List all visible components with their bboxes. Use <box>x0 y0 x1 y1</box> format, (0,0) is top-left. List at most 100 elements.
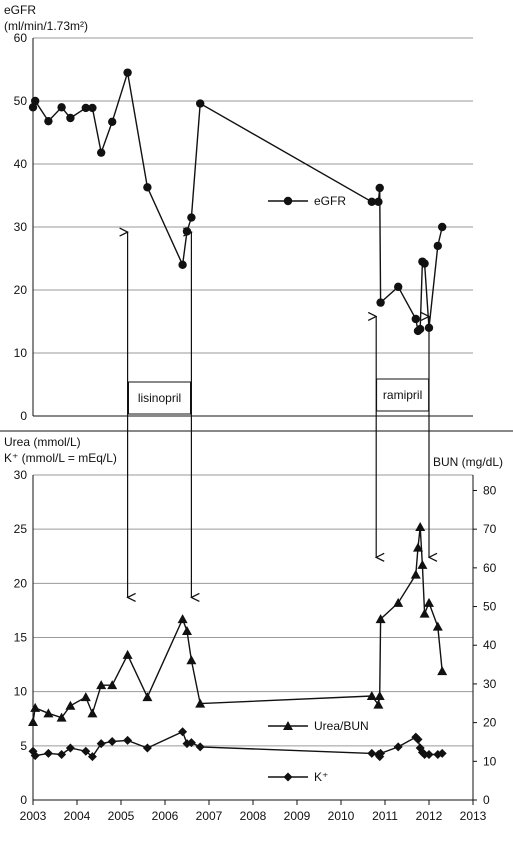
arrows-layer <box>128 232 429 597</box>
egfr-line <box>32 72 443 333</box>
top-ytick-label: 60 <box>14 31 28 45</box>
legend-label: Urea/BUN <box>314 719 369 733</box>
data-point <box>96 680 107 690</box>
top-ytick-label: 20 <box>14 283 28 297</box>
data-point <box>411 314 420 324</box>
data-point <box>80 692 91 702</box>
data-point <box>424 597 434 607</box>
egfr-series <box>28 68 447 336</box>
bottom-xtick-label: 2003 <box>20 809 47 823</box>
data-point <box>424 750 434 759</box>
bottom-ytick-right-label: 30 <box>483 677 497 691</box>
bottom-ylabel-left-line2: K⁺ (mmol/L = mEq/L) <box>4 451 117 465</box>
data-point <box>28 103 38 112</box>
data-point <box>87 708 98 718</box>
data-point <box>419 608 430 618</box>
data-point <box>376 298 385 307</box>
bottom-ytick-label: 10 <box>14 685 28 699</box>
top-ylabel-line1: eGFR <box>4 3 36 17</box>
data-point <box>123 735 133 745</box>
data-point <box>187 213 196 222</box>
bottom-xtick-label: 2012 <box>416 809 443 823</box>
top-ytick-label: 40 <box>14 157 28 171</box>
data-point <box>196 99 205 108</box>
data-point <box>376 748 386 758</box>
data-point <box>43 748 53 758</box>
data-point <box>283 196 293 206</box>
top-ytick-label: 10 <box>14 346 28 360</box>
data-point <box>177 614 188 624</box>
data-point <box>178 260 187 269</box>
data-point <box>57 750 67 759</box>
annotation-box <box>376 378 430 412</box>
data-point <box>420 259 429 268</box>
bottom-ytick-label: 0 <box>20 793 27 807</box>
data-point <box>366 691 377 700</box>
data-point <box>367 748 377 758</box>
top-ytick-label: 30 <box>14 220 28 234</box>
bottom-ytick-right-label: 20 <box>483 716 497 730</box>
data-point <box>410 569 421 579</box>
data-point <box>143 183 152 192</box>
bottom-ytick-right-label: 40 <box>483 638 497 652</box>
bottom-ytick-right-label: 10 <box>483 754 497 768</box>
bottom-xtick-label: 2010 <box>328 809 355 823</box>
data-point <box>142 743 152 753</box>
data-point <box>97 148 106 157</box>
data-point <box>195 698 206 708</box>
annotation-label: lisinopril <box>138 391 181 405</box>
data-point <box>413 542 423 552</box>
bottom-xtick-label: 2004 <box>64 809 91 823</box>
data-point <box>28 717 38 726</box>
bottom-xtick-label: 2005 <box>108 809 135 823</box>
data-point <box>375 614 386 624</box>
data-point <box>374 197 383 206</box>
data-point <box>374 691 385 700</box>
data-point <box>81 103 91 113</box>
axes-layer: 0 10 20 30 40 50 60 0 5 10 15 20 25 30 0 10 20 30 40 50 60 70… <box>0 31 513 823</box>
data-point <box>108 117 117 126</box>
data-point <box>87 752 97 762</box>
top-ytick-label: 0 <box>20 409 27 423</box>
data-point <box>107 680 118 690</box>
legend-label: eGFR <box>314 194 346 208</box>
data-point <box>178 727 188 737</box>
bottom-ytick-right-label: 70 <box>483 522 497 536</box>
data-point <box>438 222 447 232</box>
bottom-ytick-label: 25 <box>14 522 28 536</box>
urea-series <box>28 522 448 726</box>
data-point <box>437 748 447 758</box>
bottom-ytick-label: 20 <box>14 576 28 590</box>
bottom-xtick-label: 2011 <box>372 809 398 823</box>
data-point <box>283 721 293 730</box>
legend-layer: eGFR Urea/BUN K⁺ <box>268 194 369 784</box>
data-point <box>30 702 41 712</box>
bottom-xtick-label: 2008 <box>240 809 267 823</box>
data-point <box>96 739 106 749</box>
bottom-xtick-label: 2009 <box>284 809 311 823</box>
data-point <box>186 655 197 665</box>
data-point <box>66 113 75 123</box>
series-layer <box>28 68 448 762</box>
data-point <box>393 742 403 752</box>
data-point <box>31 96 40 106</box>
data-point <box>424 323 434 332</box>
bottom-ytick-right-label: 60 <box>483 561 497 575</box>
data-point <box>65 743 75 753</box>
bottom-ylabel-left-line1: Urea (mmol/L) <box>4 435 81 449</box>
data-point <box>56 712 67 722</box>
data-point <box>416 324 425 334</box>
annotation-box <box>128 381 191 415</box>
bottom-ytick-label: 30 <box>14 468 28 482</box>
urea-line <box>32 526 443 723</box>
data-point <box>415 522 426 531</box>
data-point <box>393 597 404 607</box>
bottom-ytick-right-label: 80 <box>483 483 497 497</box>
bottom-ylabel-right: BUN (mg/dL) <box>433 455 503 469</box>
data-point <box>30 751 40 761</box>
bottom-ytick-label: 5 <box>20 739 27 753</box>
bottom-xtick-label: 2007 <box>196 809 223 823</box>
data-point <box>65 700 76 710</box>
annotation-label: ramipril <box>383 388 422 402</box>
data-point <box>433 241 442 251</box>
